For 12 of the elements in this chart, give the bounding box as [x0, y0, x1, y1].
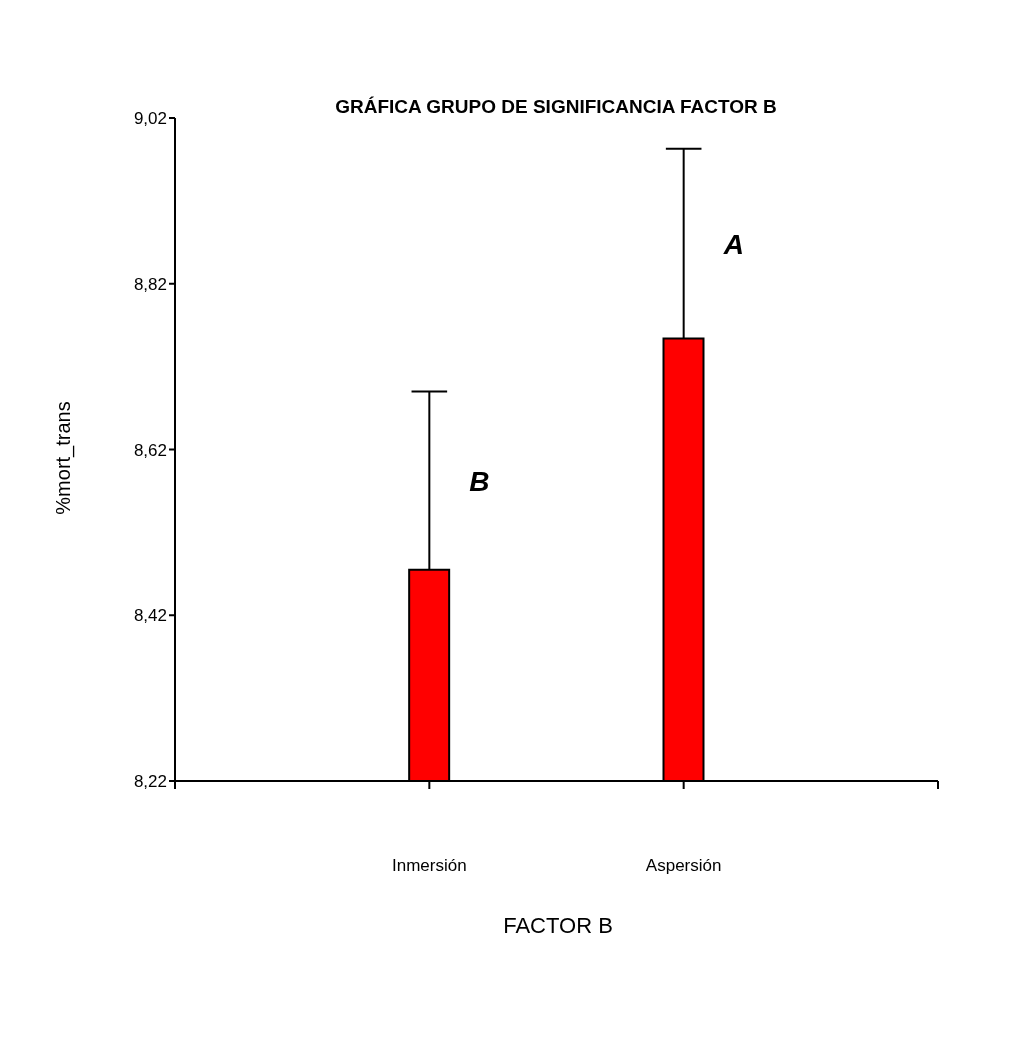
y-axis-title: %mort_trans	[51, 401, 75, 515]
y-tick-label: 8,62	[133, 440, 167, 460]
y-tick-label: 8,82	[133, 274, 167, 294]
x-axis-title: FACTOR B	[502, 913, 614, 939]
chart-title: GRÁFICA GRUPO DE SIGNIFICANCIA FACTOR B	[335, 96, 777, 117]
y-tick-label: 9,02	[133, 109, 167, 129]
y-tick-label: 8,22	[133, 772, 167, 792]
y-tick-label: 8,42	[133, 606, 167, 626]
x-tick-label: Inmersión	[392, 856, 467, 875]
x-tick-label: Aspersión	[645, 856, 722, 875]
annotation: B	[469, 465, 490, 497]
annotation: A	[722, 228, 744, 260]
